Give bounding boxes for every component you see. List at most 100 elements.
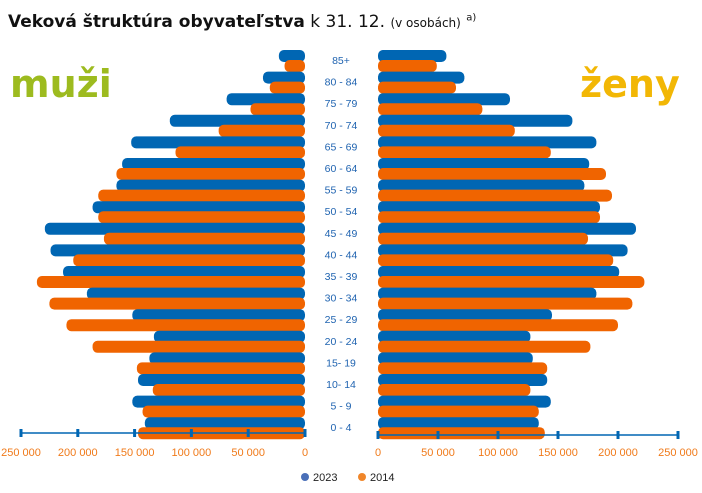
age-label: 75 - 79	[325, 98, 358, 110]
bar-men-2023	[132, 309, 305, 322]
bar-women-2014	[378, 81, 456, 94]
right-axis-tick	[676, 431, 680, 439]
bar-men-2014	[66, 319, 305, 332]
bar-women-2014	[378, 211, 600, 224]
bar-women-2014	[378, 384, 531, 396]
women-label: ženy	[580, 62, 680, 106]
bar-men-2014	[103, 232, 305, 245]
age-label: 40 - 44	[325, 249, 358, 261]
bar-men-2023	[122, 158, 305, 170]
left-tick-label: 0	[302, 447, 308, 459]
men-label: muži	[10, 62, 112, 106]
right-axis-tick	[556, 431, 560, 439]
bar-women-2014	[378, 340, 591, 353]
age-label: 35 - 39	[325, 271, 358, 283]
bar-women-2023	[378, 93, 510, 106]
bar-men-2023	[92, 201, 306, 214]
right-tick-label: 50 000	[421, 447, 455, 459]
bar-women-2014	[378, 124, 515, 137]
right-tick-label: 100 000	[478, 447, 518, 459]
title-date: k 31. 12.	[310, 12, 386, 32]
bar-women-2014	[378, 319, 618, 332]
bar-women-2023	[378, 395, 551, 408]
bar-women-2023	[378, 179, 585, 192]
left-tick-label: 100 000	[172, 447, 212, 459]
age-label: 0 - 4	[330, 422, 351, 434]
age-label: 25 - 29	[325, 314, 358, 326]
age-label: 60 - 64	[325, 163, 358, 175]
bar-men-2014	[175, 146, 305, 159]
right-tick-label: 200 000	[598, 447, 638, 459]
age-label: 55 - 59	[325, 185, 358, 197]
bar-men-2014	[142, 405, 305, 418]
bar-men-2023	[131, 136, 305, 149]
bar-women-2014	[378, 103, 483, 116]
bar-women-2023	[378, 266, 620, 278]
title-main: Veková štruktúra obyvateľstva	[8, 12, 305, 32]
bar-women-2014	[378, 254, 614, 267]
bar-men-2014	[250, 103, 305, 116]
age-label: 20 - 24	[325, 336, 358, 348]
bar-women-2023	[378, 136, 597, 149]
bar-men-2014	[49, 297, 306, 310]
bar-women-2014	[378, 405, 539, 418]
bar-women-2023	[378, 201, 600, 214]
bar-women-2023	[378, 352, 533, 365]
bar-men-2023	[44, 222, 306, 235]
left-axis-tick	[19, 429, 23, 437]
left-axis-tick	[246, 429, 250, 437]
left-axis-tick	[76, 429, 80, 437]
left-axis-tick	[189, 429, 193, 437]
bar-men-2023	[153, 330, 305, 343]
bar-women-2014	[378, 276, 645, 288]
bar-women-2014	[378, 168, 606, 180]
age-label: 10- 14	[326, 379, 356, 391]
footnote-mark: a)	[466, 12, 477, 24]
bar-men-2014	[73, 254, 305, 267]
left-tick-label: 50 000	[231, 447, 265, 459]
bar-women-2014	[378, 146, 551, 159]
bar-women-2023	[378, 417, 539, 430]
age-label: 50 - 54	[325, 206, 358, 218]
bar-women-2023	[378, 374, 548, 386]
bar-women-2023	[378, 50, 447, 62]
bar-men-2014	[269, 81, 305, 94]
bar-women-2023	[378, 309, 552, 322]
legend-label: 2023	[313, 472, 337, 484]
legend-marker-2014	[358, 473, 366, 481]
bar-women-2023	[378, 222, 636, 235]
right-axis-tick	[376, 431, 380, 439]
age-label: 15- 19	[326, 357, 356, 369]
bar-men-2023	[144, 417, 305, 430]
age-label: 85+	[332, 55, 350, 67]
bar-women-2014	[378, 427, 545, 440]
legend-label: 2014	[370, 472, 394, 484]
right-axis-tick	[496, 431, 500, 439]
right-tick-label: 0	[375, 447, 381, 459]
age-label: 5 - 9	[330, 401, 351, 413]
bar-men-2023	[50, 244, 306, 257]
bar-men-2014	[136, 362, 305, 375]
left-tick-label: 150 000	[115, 447, 155, 459]
bar-women-2023	[378, 114, 573, 127]
bar-men-2014	[152, 384, 305, 396]
left-axis-tick	[133, 429, 137, 437]
bar-women-2014	[378, 189, 612, 202]
bar-men-2023	[169, 114, 305, 127]
left-axis-tick	[303, 429, 307, 437]
bar-women-2014	[378, 297, 633, 310]
bar-women-2014	[378, 60, 437, 72]
bar-men-2014	[116, 168, 305, 180]
bar-women-2023	[378, 287, 597, 300]
bar-men-2023	[262, 71, 305, 84]
bar-men-2014	[98, 189, 305, 202]
age-label: 80 - 84	[325, 77, 358, 89]
bar-men-2023	[132, 395, 305, 408]
bar-men-2023	[226, 93, 305, 106]
bar-women-2023	[378, 244, 628, 257]
right-axis-tick	[436, 431, 440, 439]
bar-men-2014	[284, 60, 305, 72]
age-label: 70 - 74	[325, 120, 358, 132]
bar-men-2014	[92, 340, 306, 353]
